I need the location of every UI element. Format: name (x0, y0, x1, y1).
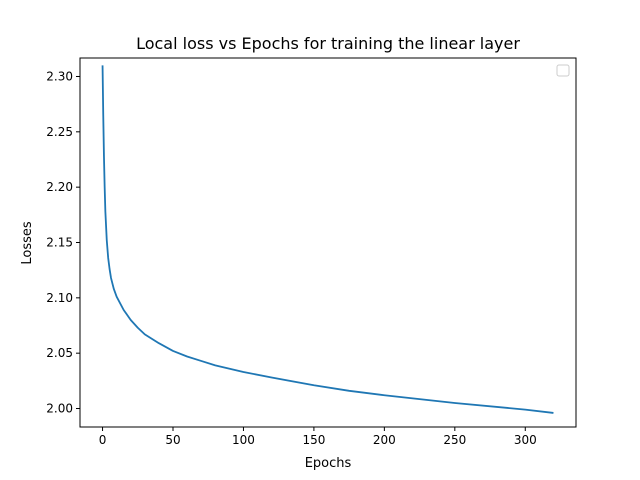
x-tick-label: 150 (302, 433, 325, 447)
y-axis-label: Losses (20, 221, 35, 265)
x-tick-label: 50 (165, 433, 180, 447)
y-tick-label: 2.20 (46, 180, 73, 194)
chart-title: Local loss vs Epochs for training the li… (136, 34, 520, 53)
loss-series-line-0 (101, 65, 554, 414)
x-tick-label: 0 (99, 433, 107, 447)
x-tick-label: 100 (232, 433, 255, 447)
y-tick-label: 2.15 (46, 236, 73, 250)
plot-area-frame (79, 57, 577, 428)
x-axis-label: Epochs (305, 456, 352, 471)
legend-box (556, 64, 570, 77)
x-tick-label: 300 (514, 433, 537, 447)
y-tick-label: 2.30 (46, 69, 73, 83)
y-tick-label: 2.25 (46, 125, 73, 139)
y-tick-label: 2.05 (46, 346, 73, 360)
x-tick-label: 200 (373, 433, 396, 447)
y-tick-label: 2.10 (46, 291, 73, 305)
y-tick-label: 2.00 (46, 402, 73, 416)
x-tick-label: 250 (443, 433, 466, 447)
